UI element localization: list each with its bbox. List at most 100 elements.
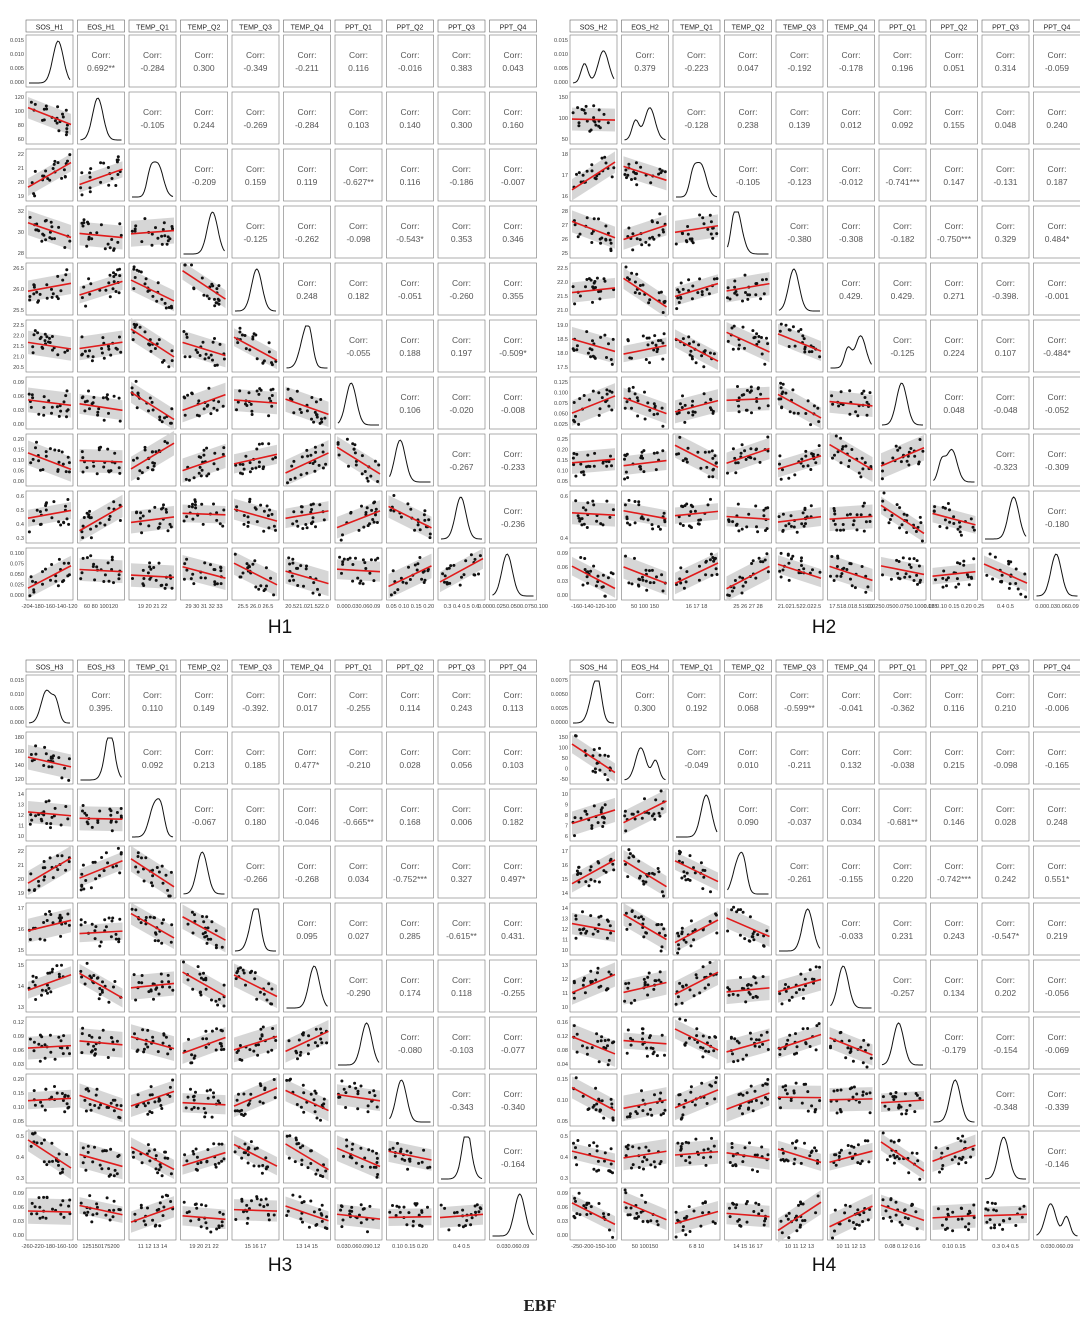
scatter-point [185, 1211, 189, 1215]
pair-cell: Corr:-0.543* [386, 205, 434, 259]
scatter-point [304, 567, 308, 571]
regression-line [336, 1093, 381, 1102]
corr-value: 0.047 [737, 63, 759, 73]
column-header-label: TEMP_Q4 [291, 665, 324, 672]
scatter-point [754, 981, 758, 985]
scatter-point [190, 1107, 194, 1111]
scatter-point [574, 414, 577, 418]
scatter-point [93, 1145, 96, 1149]
scatter-point [267, 442, 271, 446]
scatter-point [37, 1196, 41, 1200]
scatter-point [194, 348, 198, 352]
scatter-point [681, 337, 685, 341]
scatter-point [63, 175, 67, 179]
scatter-point [624, 554, 627, 558]
scatter-point [32, 1040, 36, 1044]
scatter-point [748, 390, 752, 394]
scatter-point [42, 764, 46, 767]
scatter-point [750, 411, 753, 415]
scatter-point [605, 987, 609, 991]
scatter-point [59, 1039, 63, 1043]
y-tick-label: 26.0 [13, 287, 24, 293]
scatter-point [160, 864, 164, 868]
scatter-point [309, 1149, 313, 1153]
scatter-point [29, 872, 33, 876]
scatter-point [300, 455, 304, 459]
regression-line [829, 515, 873, 521]
scatter-point [623, 477, 627, 481]
scatter-point [157, 561, 161, 565]
corr-label: Corr: [195, 164, 214, 174]
pair-cell: Corr:-0.056 [1033, 959, 1080, 1013]
scatter-point [575, 1050, 579, 1054]
scatter-point [755, 332, 759, 336]
scatter-point [82, 516, 86, 519]
scatter-point [585, 526, 589, 529]
scatter-point [92, 562, 96, 566]
cell-frame [1033, 91, 1080, 145]
scatter-point [632, 855, 636, 859]
scatter-point [87, 235, 91, 239]
scatter-point [594, 978, 598, 982]
y-tick-label: 19.0 [557, 323, 568, 329]
scatter-point [683, 420, 687, 424]
scatter-point [605, 936, 609, 940]
scatter-point [164, 1035, 168, 1039]
pair-cell: Corr:0.240 [1033, 91, 1080, 145]
scatter-point [191, 572, 195, 576]
scatter-point [65, 389, 69, 393]
cell-frame [283, 148, 331, 202]
column-header-label: PPT_Q3 [448, 665, 475, 672]
scatter-point [691, 284, 695, 288]
pair-cell [672, 959, 721, 1013]
pair-cell: Corr:0.213 [180, 731, 228, 785]
cell-frame [827, 34, 875, 88]
corr-label: Corr: [945, 221, 964, 231]
scatter-point [737, 529, 741, 533]
scatter-point [90, 1220, 94, 1224]
scatter-point [146, 1112, 150, 1116]
pair-cell: Corr:-0.038 [878, 731, 927, 785]
y-tick-label: 0.03 [13, 408, 24, 414]
scatter-point [787, 522, 791, 526]
scatter-point [623, 406, 627, 410]
scatter-point [143, 217, 147, 221]
scatter-point [793, 473, 797, 477]
scatter-point [259, 1084, 263, 1088]
scatter-point [744, 580, 748, 584]
corr-value: -0.103 [449, 1045, 473, 1055]
scatter-point [191, 517, 195, 521]
scatter-point [267, 350, 271, 354]
pair-cell [283, 959, 331, 1013]
scatter-point [586, 351, 590, 355]
scatter-point [50, 405, 54, 409]
scatter-point [184, 1106, 188, 1110]
cell-frame [878, 205, 927, 259]
scatter-point [88, 175, 92, 179]
regression-line [233, 562, 278, 586]
pair-cell [128, 845, 177, 900]
pair-cell [930, 433, 978, 487]
scatter-point [67, 757, 71, 761]
scatter-point [153, 1148, 157, 1152]
scatter-point [272, 524, 276, 528]
scatter-point [96, 410, 100, 414]
scatter-point [47, 765, 51, 769]
scatter-point [761, 975, 765, 979]
scatter-point [818, 965, 821, 969]
scatter-point [166, 1194, 170, 1198]
scatter-point [57, 1163, 60, 1167]
x-tick-label: 17.518.018.519.0 [829, 604, 873, 610]
scatter-point [649, 181, 653, 185]
scatter-point [630, 178, 633, 181]
scatter-point [921, 449, 925, 453]
scatter-point [258, 990, 262, 994]
scatter-point [889, 577, 893, 581]
scatter-point [65, 268, 69, 272]
pair-cell: Corr:-0.020 [437, 376, 486, 430]
cell-frame [775, 91, 824, 145]
scatter-point [235, 1098, 239, 1102]
column-header-strip [128, 659, 177, 673]
scatter-point [212, 462, 216, 466]
